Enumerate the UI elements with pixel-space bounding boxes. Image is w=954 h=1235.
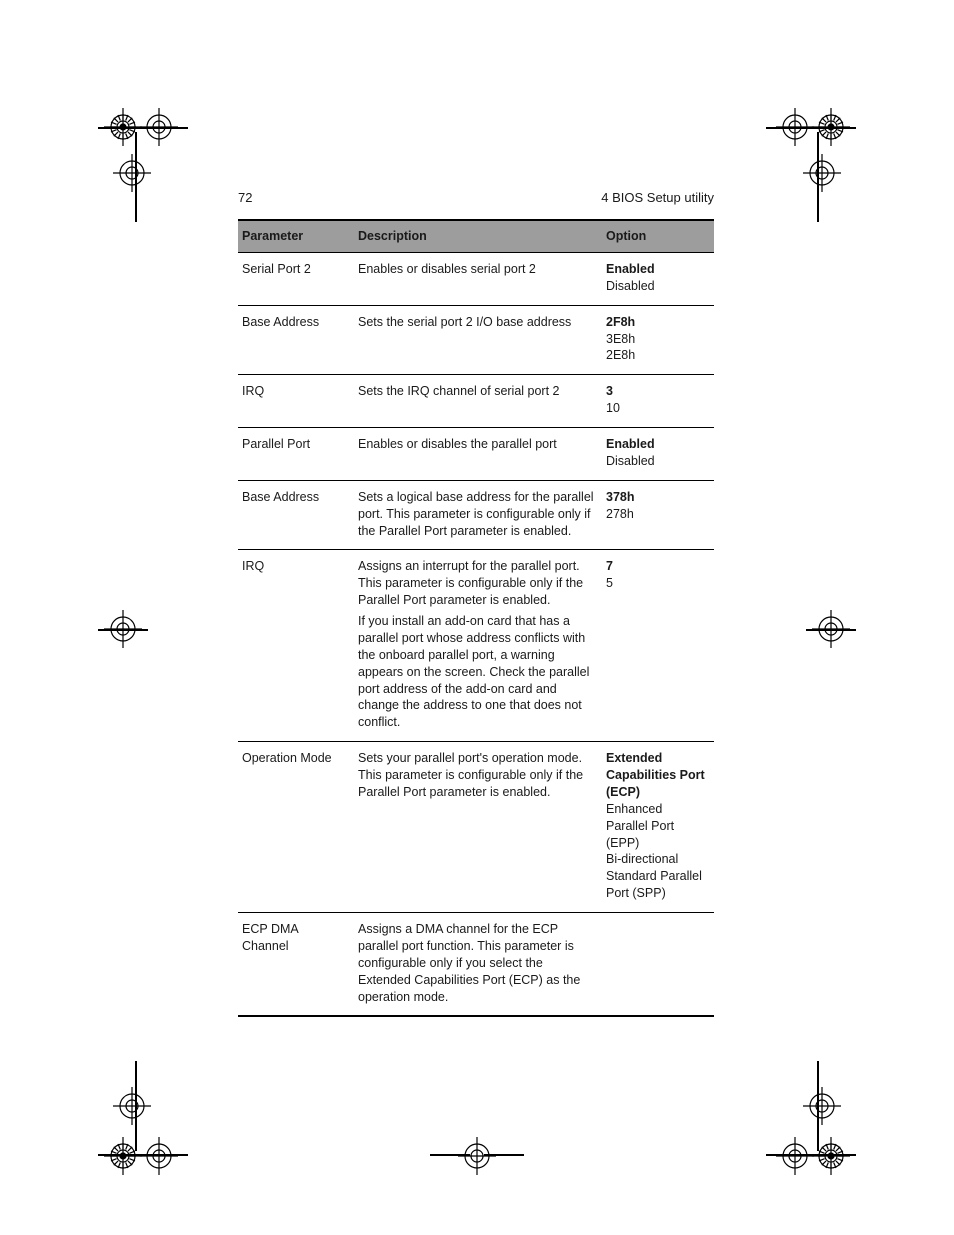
bios-settings-table: Parameter Description Option Serial Port… [238, 219, 714, 1017]
description-paragraph: Assigns an interrupt for the parallel po… [358, 558, 594, 609]
registration-mark-icon [104, 108, 142, 146]
table-row: Operation ModeSets your parallel port's … [238, 742, 714, 913]
table-row: Parallel PortEnables or disables the par… [238, 428, 714, 481]
cell-description: Sets your parallel port's operation mode… [354, 750, 602, 902]
registration-mark-icon [776, 1137, 814, 1175]
option-value: 378h [606, 489, 706, 506]
option-value: 3E8h [606, 331, 706, 348]
cell-option: 75 [602, 558, 714, 731]
registration-mark-icon [803, 1087, 841, 1125]
cell-description: Assigns an interrupt for the parallel po… [354, 558, 602, 731]
table-header-row: Parameter Description Option [238, 221, 714, 253]
cell-parameter: IRQ [238, 383, 354, 417]
cell-parameter: Operation Mode [238, 750, 354, 902]
cell-description: Sets the serial port 2 I/O base address [354, 314, 602, 365]
registration-mark-icon [113, 1087, 151, 1125]
column-header-option: Option [602, 221, 714, 252]
description-paragraph: Enables or disables the parallel port [358, 436, 594, 453]
table-row: IRQAssigns an interrupt for the parallel… [238, 550, 714, 742]
cell-parameter: ECP DMA Channel [238, 921, 354, 1005]
registration-mark-icon [113, 154, 151, 192]
cell-parameter: Parallel Port [238, 436, 354, 470]
page-header: 72 4 BIOS Setup utility [238, 190, 714, 205]
cell-description: Sets a logical base address for the para… [354, 489, 602, 540]
cell-option: 2F8h3E8h2E8h [602, 314, 714, 365]
description-paragraph: Sets your parallel port's operation mode… [358, 750, 594, 801]
description-paragraph: If you install an add-on card that has a… [358, 613, 594, 731]
registration-mark-icon [803, 154, 841, 192]
cell-description: Assigns a DMA channel for the ECP parall… [354, 921, 602, 1005]
option-value: Standard Parallel Port (SPP) [606, 868, 706, 902]
cell-option: 378h278h [602, 489, 714, 540]
cell-parameter: Serial Port 2 [238, 261, 354, 295]
cell-option: EnabledDisabled [602, 436, 714, 470]
option-value: Enabled [606, 436, 706, 453]
description-paragraph: Sets the IRQ channel of serial port 2 [358, 383, 594, 400]
option-value: Disabled [606, 453, 706, 470]
table-row: Serial Port 2Enables or disables serial … [238, 253, 714, 306]
description-paragraph: Sets the serial port 2 I/O base address [358, 314, 594, 331]
registration-mark-icon [458, 1137, 496, 1175]
cell-option [602, 921, 714, 1005]
registration-mark-icon [812, 1137, 850, 1175]
registration-mark-icon [776, 108, 814, 146]
table-row: Base AddressSets a logical base address … [238, 481, 714, 551]
cell-description: Enables or disables the parallel port [354, 436, 602, 470]
table-body: Serial Port 2Enables or disables serial … [238, 253, 714, 1016]
cell-parameter: Base Address [238, 314, 354, 365]
registration-mark-icon [104, 610, 142, 648]
option-value: 7 [606, 558, 706, 575]
section-title: 4 BIOS Setup utility [601, 190, 714, 205]
description-paragraph: Assigns a DMA channel for the ECP parall… [358, 921, 594, 1005]
registration-mark-icon [812, 610, 850, 648]
cell-parameter: Base Address [238, 489, 354, 540]
registration-mark-icon [812, 108, 850, 146]
cell-description: Enables or disables serial port 2 [354, 261, 602, 295]
registration-mark-icon [140, 108, 178, 146]
option-value: Extended Capabilities Port (ECP) [606, 750, 706, 801]
table-row: IRQSets the IRQ channel of serial port 2… [238, 375, 714, 428]
description-paragraph: Enables or disables serial port 2 [358, 261, 594, 278]
table-row: ECP DMA ChannelAssigns a DMA channel for… [238, 913, 714, 1015]
document-page: 72 4 BIOS Setup utility Parameter Descri… [238, 190, 714, 1017]
option-value: 10 [606, 400, 706, 417]
description-paragraph: Sets a logical base address for the para… [358, 489, 594, 540]
option-value: 2F8h [606, 314, 706, 331]
option-value: Bi-directional [606, 851, 706, 868]
cell-option: Extended Capabilities Port (ECP)Enhanced… [602, 750, 714, 902]
page-number: 72 [238, 190, 252, 205]
column-header-parameter: Parameter [238, 221, 354, 252]
registration-mark-icon [140, 1137, 178, 1175]
column-header-description: Description [354, 221, 602, 252]
cell-option: EnabledDisabled [602, 261, 714, 295]
cell-parameter: IRQ [238, 558, 354, 731]
option-value: Enabled [606, 261, 706, 278]
option-value: 5 [606, 575, 706, 592]
option-value: 2E8h [606, 347, 706, 364]
option-value: Disabled [606, 278, 706, 295]
option-value: Enhanced Parallel Port (EPP) [606, 801, 706, 852]
registration-mark-icon [104, 1137, 142, 1175]
option-value: 3 [606, 383, 706, 400]
table-row: Base AddressSets the serial port 2 I/O b… [238, 306, 714, 376]
cell-description: Sets the IRQ channel of serial port 2 [354, 383, 602, 417]
option-value: 278h [606, 506, 706, 523]
cell-option: 310 [602, 383, 714, 417]
